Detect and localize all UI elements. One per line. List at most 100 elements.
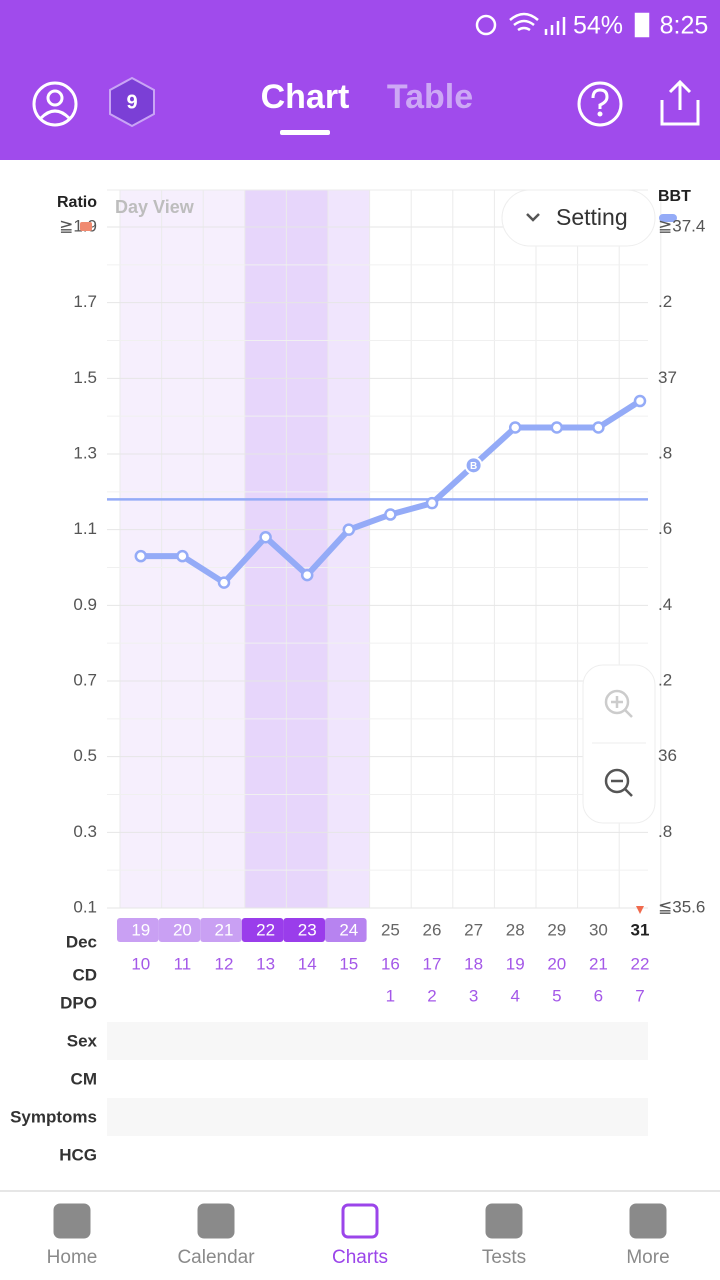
y2-tick-label: 36 (658, 746, 677, 765)
nav-label: Calendar (177, 1247, 255, 1268)
row-band (107, 1098, 648, 1136)
y2-tick-label: 37 (658, 368, 677, 387)
nav-icon (53, 1203, 91, 1239)
date-pill (241, 918, 284, 942)
y-tick-label: 0.3 (73, 822, 97, 841)
settings-button[interactable]: Setting (501, 189, 656, 247)
dpo-value: 1 (386, 986, 395, 1005)
nav-label: More (626, 1247, 669, 1268)
cd-value: 13 (256, 954, 275, 973)
ratio-legend (80, 222, 92, 231)
y2-tick-label: ≧37.4 (658, 216, 705, 235)
nav-item[interactable]: Tests (482, 1203, 526, 1268)
zoom-controls (582, 664, 656, 824)
y-tick-label: 1.5 (73, 368, 97, 387)
zoom-out[interactable] (604, 768, 633, 797)
date-label: 22 (256, 920, 275, 939)
row-label: CM (71, 1069, 97, 1088)
nav-label: Tests (482, 1247, 526, 1268)
phase-band (286, 190, 328, 908)
date-label: 29 (547, 920, 566, 939)
status-icons (475, 12, 650, 38)
bbt-point (134, 549, 148, 563)
settings-label: Setting (556, 204, 628, 230)
phase-band (161, 190, 204, 908)
bbt-point (217, 576, 231, 589)
y2-tick-label: .8 (658, 443, 672, 462)
y-tick-label: 0.1 (73, 897, 97, 916)
right-axis-title: BBT (658, 188, 691, 205)
cd-value: 22 (631, 954, 650, 973)
nav-icon (341, 1203, 379, 1239)
battery-level: 54% (573, 12, 623, 40)
y2-tick-label: ≦35.6 (658, 897, 705, 916)
row-label: Symptoms (10, 1107, 97, 1126)
cd-value: 17 (423, 954, 442, 973)
help-button[interactable] (577, 81, 623, 127)
settings-bg (501, 189, 656, 247)
header-bg (0, 0, 720, 160)
date-pill (158, 918, 201, 942)
y2-tick-label: .4 (658, 595, 672, 614)
bbt-point (300, 568, 314, 582)
bbt-point (342, 523, 356, 536)
y2-tick-label: .8 (658, 822, 672, 841)
date-label: 30 (589, 920, 608, 939)
date-pill (283, 918, 325, 942)
nav-icon (485, 1203, 523, 1239)
y-tick-label: 0.7 (73, 670, 97, 689)
nav-icon (629, 1203, 667, 1239)
bbt-point (550, 421, 564, 434)
bbt-point (176, 549, 189, 563)
clock: 8:25 (660, 12, 709, 40)
bbt-point (425, 496, 439, 510)
profile-button[interactable] (32, 81, 78, 127)
nav-label: Home (47, 1247, 98, 1268)
y2-tick-label: .2 (658, 670, 672, 689)
nav-item[interactable]: More (626, 1203, 670, 1268)
row-label: CD (72, 965, 97, 984)
date-label: 21 (215, 920, 234, 939)
share-button[interactable] (660, 79, 700, 126)
nav-label: Charts (332, 1247, 388, 1268)
cd-value: 10 (131, 954, 150, 973)
date-label: 28 (506, 920, 525, 939)
nav-item[interactable]: Calendar (177, 1203, 255, 1268)
row-label: HCG (59, 1145, 97, 1164)
date-label: 26 (423, 920, 442, 939)
cd-value: 19 (506, 954, 525, 973)
level-badge[interactable]: 9 (109, 76, 155, 128)
point-label: B (470, 461, 477, 472)
cd-value: 11 (174, 954, 192, 973)
zoom-in[interactable] (604, 689, 633, 718)
tab-chart[interactable]: Chart (261, 78, 350, 116)
dpo-value: 2 (427, 986, 436, 1005)
y2-tick-label: .6 (658, 519, 672, 538)
phase-band (203, 190, 245, 908)
cd-value: 16 (381, 954, 400, 973)
plot: Ratio BBT Day View 0.1 0.3 0.5 0.7 0.9 1.1 1.3 1.5… (10, 188, 705, 1164)
bottom-nav: Home Calendar Charts Tests More (47, 1203, 670, 1268)
cd-value: 12 (215, 954, 234, 973)
phase-band (120, 190, 162, 908)
date-pill (325, 918, 367, 942)
date-pill (200, 918, 242, 942)
nav-item[interactable]: Home (47, 1203, 98, 1268)
badge-number: 9 (126, 91, 137, 113)
cd-value: 20 (547, 954, 566, 973)
cd-value: 18 (464, 954, 483, 973)
cd-value: 14 (298, 954, 317, 973)
y-tick-label: 1.3 (73, 443, 97, 462)
nav-item[interactable]: Charts (332, 1203, 388, 1268)
date-label: 23 (298, 920, 317, 939)
dpo-value: 7 (635, 986, 644, 1005)
tab-table[interactable]: Table (387, 78, 473, 116)
row-band (107, 1022, 648, 1060)
y-tick-label: 0.9 (73, 595, 97, 614)
date-label: 24 (339, 920, 358, 939)
view-label: Day View (115, 197, 195, 217)
row-label: DPO (60, 993, 97, 1012)
y-tick-label: 1.1 (73, 519, 97, 538)
